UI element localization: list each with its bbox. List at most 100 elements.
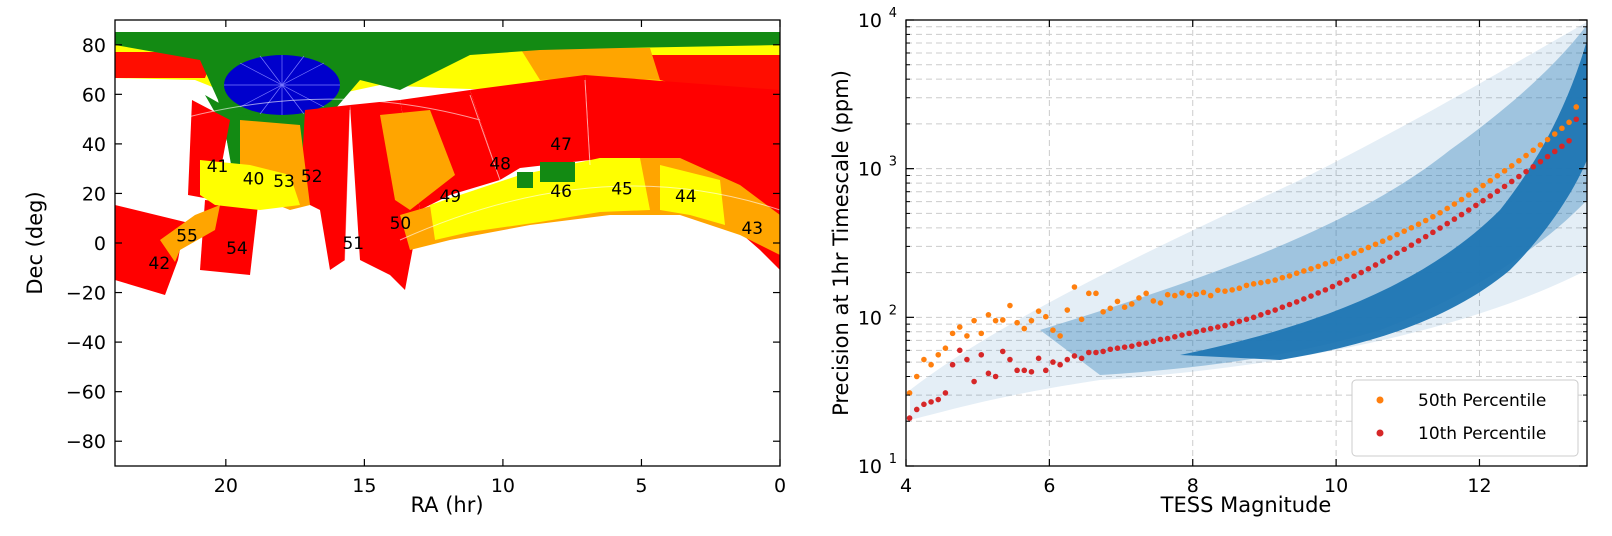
- point-10th-percentile: [1544, 153, 1551, 160]
- right-x-ticks: 4 6 8 10 12: [900, 20, 1492, 497]
- point-10th-percentile: [1114, 345, 1121, 351]
- point-50th-percentile: [913, 373, 920, 380]
- left-y-tick-label: 20: [82, 183, 106, 205]
- point-10th-percentile: [1071, 353, 1078, 359]
- legend-box: [1351, 379, 1579, 457]
- right-axes-frame: [905, 19, 1588, 467]
- point-10th-percentile: [1315, 290, 1321, 296]
- left-y-tick-label: 0: [94, 233, 106, 255]
- point-10th-percentile: [1042, 367, 1049, 374]
- point-10th-percentile: [1451, 216, 1458, 222]
- point-50th-percentile: [1172, 292, 1178, 299]
- right-y-tick-label: 10: [858, 10, 882, 32]
- point-10th-percentile: [1250, 314, 1257, 321]
- green-patch-2: [540, 162, 575, 182]
- point-50th-percentile: [978, 330, 985, 337]
- point-10th-percentile: [1573, 116, 1580, 123]
- point-10th-percentile: [1179, 332, 1185, 338]
- point-50th-percentile: [1523, 152, 1529, 159]
- point-50th-percentile: [1150, 298, 1157, 304]
- overlap-yellow-west: [200, 160, 300, 210]
- point-10th-percentile: [1480, 197, 1486, 204]
- sector-label: 46: [550, 182, 572, 202]
- left-x-tick-label: 5: [635, 475, 647, 497]
- point-50th-percentile: [1494, 173, 1501, 179]
- point-50th-percentile: [1365, 244, 1372, 251]
- point-10th-percentile: [985, 370, 992, 377]
- point-10th-percentile: [1129, 343, 1135, 349]
- sector-label: 41: [207, 157, 229, 177]
- point-10th-percentile: [1093, 349, 1099, 356]
- point-50th-percentile: [1379, 238, 1386, 245]
- left-y-tick-label: −20: [66, 283, 106, 305]
- point-10th-percentile: [1014, 367, 1020, 374]
- sector-label: 40: [243, 170, 265, 190]
- point-10th-percentile: [1085, 349, 1092, 356]
- sector-label: 43: [741, 219, 763, 239]
- point-10th-percentile: [1487, 193, 1494, 199]
- point-50th-percentile: [1093, 290, 1099, 297]
- point-50th-percentile: [1308, 266, 1314, 272]
- left-y-tick-label: −40: [66, 332, 106, 354]
- point-50th-percentile: [921, 356, 927, 363]
- point-10th-percentile: [942, 390, 949, 396]
- point-50th-percentile: [1071, 284, 1078, 290]
- right-y-tick-exponent: 2: [889, 303, 897, 318]
- point-50th-percentile: [1229, 287, 1235, 293]
- point-10th-percentile: [1473, 202, 1479, 209]
- right-y-tick-exponent: 1: [889, 452, 897, 467]
- point-50th-percentile: [1437, 209, 1443, 216]
- point-50th-percentile: [906, 390, 913, 396]
- point-50th-percentile: [1215, 287, 1221, 294]
- point-50th-percentile: [928, 361, 934, 368]
- sector-boundaries: [115, 79, 780, 261]
- point-10th-percentile: [1394, 250, 1400, 257]
- green-patch-1: [517, 172, 533, 188]
- point-10th-percentile: [1430, 229, 1436, 236]
- precision-panel: 4 6 8 10 12 10 1 10 2 10 3 10 4 TESS Magnitude Prec…: [829, 6, 1588, 517]
- point-10th-percentile: [1150, 338, 1157, 345]
- point-50th-percentile: [1286, 273, 1293, 279]
- point-10th-percentile: [1157, 336, 1164, 343]
- point-50th-percentile: [1293, 270, 1300, 277]
- right-y-tick-exponent: 3: [889, 155, 897, 170]
- legend-marker-50th: [1376, 396, 1384, 404]
- point-10th-percentile: [1322, 287, 1329, 293]
- sector-label: 53: [273, 172, 295, 192]
- point-50th-percentile: [1387, 235, 1393, 241]
- point-10th-percentile: [956, 347, 963, 354]
- point-50th-percentile: [1258, 279, 1264, 286]
- overlap-yellow-right: [660, 165, 725, 225]
- point-10th-percentile: [978, 351, 985, 358]
- sector-region-47: [470, 75, 590, 180]
- legend-label-10th: 10th Percentile: [1418, 424, 1546, 444]
- point-50th-percentile: [1207, 292, 1214, 299]
- point-10th-percentile: [1301, 296, 1307, 302]
- left-y-tick-label: −80: [66, 431, 106, 453]
- right-x-tick-label: 6: [1043, 475, 1055, 497]
- point-50th-percentile: [1408, 225, 1415, 231]
- sector-region-42-55: [115, 205, 185, 295]
- point-50th-percentile: [1186, 292, 1192, 299]
- point-50th-percentile: [1014, 319, 1020, 326]
- point-10th-percentile: [1551, 148, 1558, 155]
- point-50th-percentile: [1078, 316, 1085, 323]
- point-50th-percentile: [935, 351, 942, 358]
- point-10th-percentile: [1243, 316, 1250, 323]
- left-y-axis-label: Dec (deg): [23, 191, 47, 294]
- point-50th-percentile: [1315, 263, 1321, 270]
- point-10th-percentile: [949, 361, 956, 368]
- point-10th-percentile: [1372, 262, 1379, 268]
- right-y-ticks: 10 1 10 2 10 3 10 4: [858, 6, 1587, 478]
- left-y-tick-label: −60: [66, 382, 106, 404]
- point-50th-percentile: [1279, 274, 1286, 281]
- point-50th-percentile: [1422, 217, 1429, 224]
- point-50th-percentile: [1508, 163, 1515, 169]
- point-50th-percentile: [1265, 278, 1271, 285]
- point-10th-percentile: [1516, 173, 1522, 180]
- left-x-tick-label: 10: [491, 475, 515, 497]
- point-10th-percentile: [1422, 233, 1429, 240]
- point-10th-percentile: [1007, 356, 1013, 363]
- right-y-tick-exponent: 4: [889, 6, 897, 21]
